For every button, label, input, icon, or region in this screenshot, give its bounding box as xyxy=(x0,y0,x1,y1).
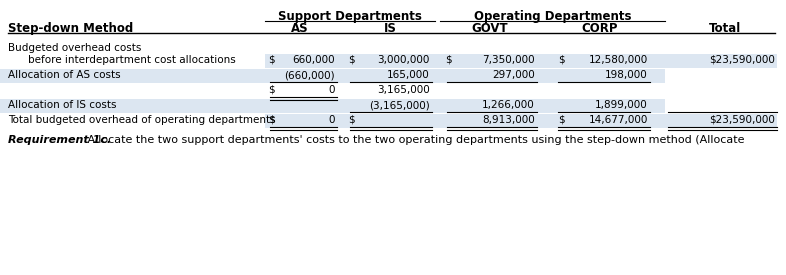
Text: 0: 0 xyxy=(329,85,335,95)
Text: 7,350,000: 7,350,000 xyxy=(483,55,535,65)
Bar xyxy=(265,114,777,128)
Text: Allocation of AS costs: Allocation of AS costs xyxy=(8,70,120,80)
Text: Step-down Method: Step-down Method xyxy=(8,22,134,35)
Text: $: $ xyxy=(268,115,274,125)
Text: 165,000: 165,000 xyxy=(387,70,430,80)
Bar xyxy=(265,54,777,68)
Text: CORP: CORP xyxy=(582,22,619,35)
Text: $: $ xyxy=(445,55,452,65)
Text: $: $ xyxy=(558,55,564,65)
Text: 14,677,000: 14,677,000 xyxy=(589,115,648,125)
Text: Requirement 1c.: Requirement 1c. xyxy=(8,135,112,145)
Text: $: $ xyxy=(348,55,354,65)
Text: 12,580,000: 12,580,000 xyxy=(589,55,648,65)
Text: AS: AS xyxy=(291,22,309,35)
Text: GOVT: GOVT xyxy=(472,22,509,35)
Text: (660,000): (660,000) xyxy=(285,70,335,80)
Text: 3,165,000: 3,165,000 xyxy=(377,85,430,95)
Text: Support Departments: Support Departments xyxy=(278,10,422,23)
Text: 3,000,000: 3,000,000 xyxy=(377,55,430,65)
Text: 1,899,000: 1,899,000 xyxy=(595,100,648,110)
Text: 198,000: 198,000 xyxy=(605,70,648,80)
Text: Total budgeted overhead of operating departments: Total budgeted overhead of operating dep… xyxy=(8,115,276,125)
Text: 1,266,000: 1,266,000 xyxy=(483,100,535,110)
Text: $: $ xyxy=(348,115,354,125)
Text: before interdepartment cost allocations: before interdepartment cost allocations xyxy=(28,55,236,65)
Text: $23,590,000: $23,590,000 xyxy=(709,55,775,65)
Text: Operating Departments: Operating Departments xyxy=(474,10,631,23)
Text: 8,913,000: 8,913,000 xyxy=(483,115,535,125)
Bar xyxy=(0,99,665,113)
Text: 0: 0 xyxy=(329,115,335,125)
Text: Total: Total xyxy=(709,22,741,35)
Text: (3,165,000): (3,165,000) xyxy=(369,100,430,110)
Text: 297,000: 297,000 xyxy=(492,70,535,80)
Text: $: $ xyxy=(268,55,274,65)
Text: $23,590,000: $23,590,000 xyxy=(709,115,775,125)
Bar xyxy=(0,69,665,83)
Text: 660,000: 660,000 xyxy=(292,55,335,65)
Text: $: $ xyxy=(558,115,564,125)
Text: Allocate the two support departments' costs to the two operating departments usi: Allocate the two support departments' co… xyxy=(84,135,744,145)
Text: $: $ xyxy=(268,85,274,95)
Text: IS: IS xyxy=(384,22,396,35)
Text: Allocation of IS costs: Allocation of IS costs xyxy=(8,100,116,110)
Text: Budgeted overhead costs: Budgeted overhead costs xyxy=(8,43,141,53)
